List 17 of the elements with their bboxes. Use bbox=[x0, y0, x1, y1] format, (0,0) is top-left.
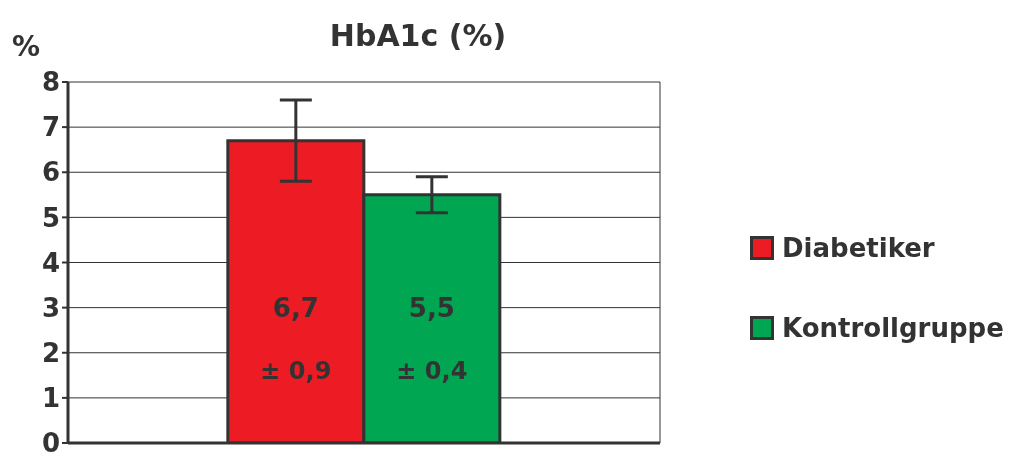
chart-title: HbA1c (%) bbox=[328, 18, 508, 53]
y-tick-label: 3 bbox=[41, 292, 60, 323]
y-tick-label: 7 bbox=[41, 112, 60, 143]
y-tick-label: 6 bbox=[41, 157, 60, 188]
data-label: 6,7 bbox=[272, 292, 319, 323]
data-label: 5,5 bbox=[408, 292, 455, 323]
legend-label: Kontrollgruppe bbox=[782, 313, 1004, 343]
y-tick-label: 8 bbox=[41, 67, 60, 98]
annotation: ± 0,9 bbox=[260, 356, 332, 385]
y-tick-label: 2 bbox=[41, 337, 60, 368]
y-tick-label: 4 bbox=[41, 247, 60, 278]
y-tick-label: 5 bbox=[41, 202, 60, 233]
y-axis-title: % bbox=[12, 30, 41, 63]
y-tick-label: 0 bbox=[41, 428, 60, 459]
y-tick-label: 1 bbox=[41, 383, 60, 414]
annotation: ± 0,4 bbox=[396, 356, 468, 385]
legend-label: Diabetiker bbox=[782, 233, 935, 263]
